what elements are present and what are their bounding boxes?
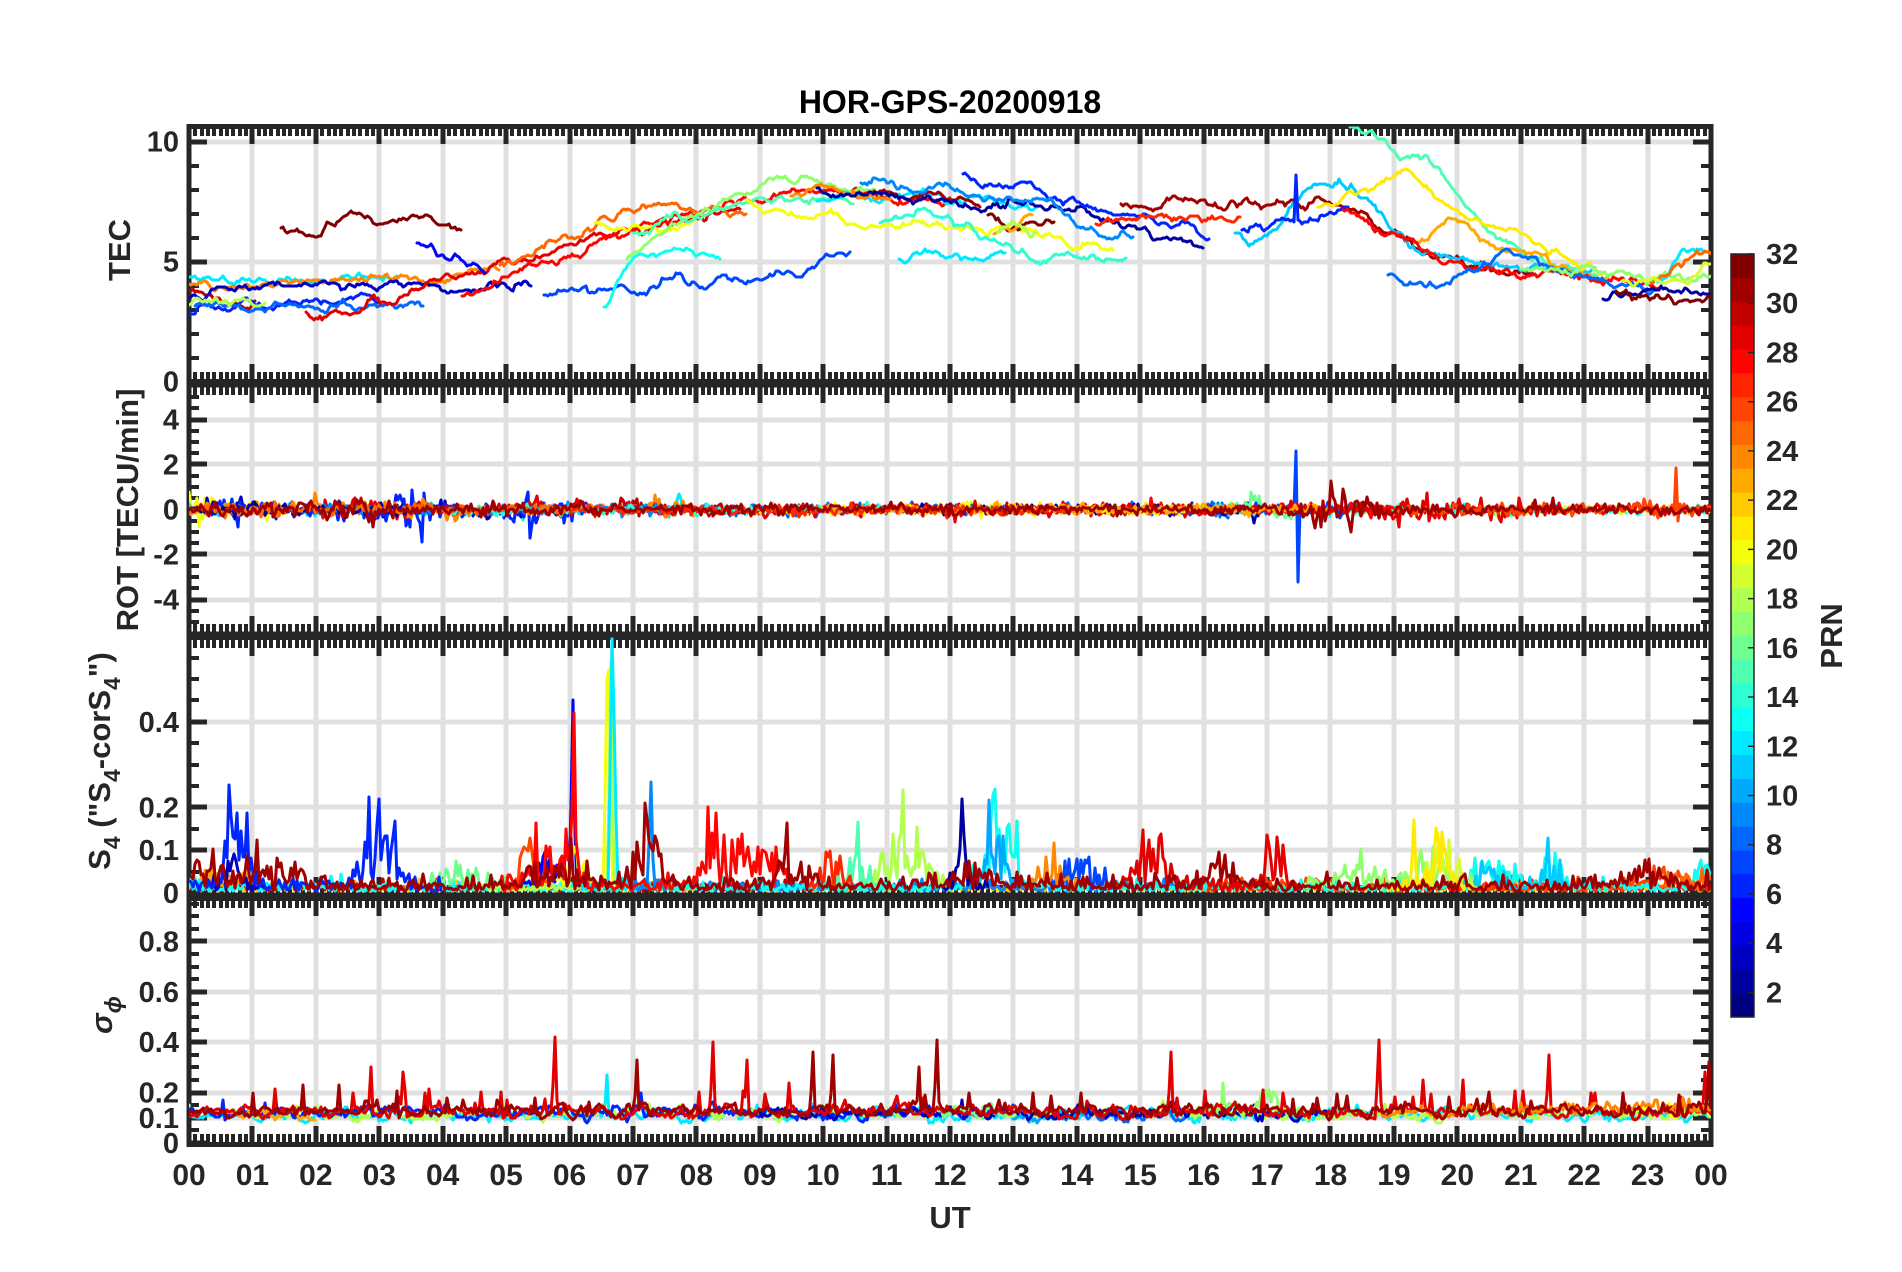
svg-text:4: 4 bbox=[1766, 928, 1782, 960]
svg-text:03: 03 bbox=[363, 1159, 396, 1192]
svg-text:19: 19 bbox=[1377, 1159, 1410, 1192]
svg-text:0: 0 bbox=[163, 367, 179, 399]
svg-text:09: 09 bbox=[743, 1159, 776, 1192]
svg-text:24: 24 bbox=[1766, 436, 1798, 468]
svg-text:2: 2 bbox=[163, 450, 179, 482]
svg-text:-4: -4 bbox=[153, 585, 179, 617]
svg-text:0.2: 0.2 bbox=[139, 792, 179, 824]
svg-text:14: 14 bbox=[1766, 682, 1798, 714]
svg-text:30: 30 bbox=[1766, 288, 1798, 320]
svg-text:TEC: TEC bbox=[102, 219, 137, 281]
svg-text:0.8: 0.8 bbox=[139, 926, 179, 958]
svg-text:18: 18 bbox=[1766, 584, 1798, 616]
svg-text:0: 0 bbox=[163, 1128, 179, 1160]
svg-text:00: 00 bbox=[1694, 1159, 1727, 1192]
svg-text:ROT [TECU/min]: ROT [TECU/min] bbox=[110, 389, 145, 632]
svg-text:PRN: PRN bbox=[1814, 603, 1849, 668]
svg-text:02: 02 bbox=[299, 1159, 332, 1192]
svg-text:20: 20 bbox=[1766, 534, 1798, 566]
svg-text:0.4: 0.4 bbox=[139, 1027, 179, 1059]
svg-text:-2: -2 bbox=[153, 540, 179, 572]
svg-text:13: 13 bbox=[997, 1159, 1030, 1192]
svg-text:23: 23 bbox=[1631, 1159, 1664, 1192]
svg-text:07: 07 bbox=[616, 1159, 649, 1192]
svg-text:21: 21 bbox=[1504, 1159, 1537, 1192]
svg-text:0.1: 0.1 bbox=[139, 835, 179, 867]
svg-text:12: 12 bbox=[1766, 731, 1798, 763]
svg-text:6: 6 bbox=[1766, 879, 1782, 911]
svg-text:0: 0 bbox=[163, 878, 179, 910]
svg-text:08: 08 bbox=[680, 1159, 713, 1192]
svg-text:20: 20 bbox=[1441, 1159, 1474, 1192]
svg-text:4: 4 bbox=[163, 405, 179, 437]
svg-text:22: 22 bbox=[1766, 485, 1798, 517]
svg-text:0.1: 0.1 bbox=[139, 1103, 179, 1135]
svg-text:10: 10 bbox=[1766, 780, 1798, 812]
svg-text:01: 01 bbox=[236, 1159, 269, 1192]
svg-text:28: 28 bbox=[1766, 337, 1798, 369]
svg-text:18: 18 bbox=[1314, 1159, 1347, 1192]
svg-text:14: 14 bbox=[1060, 1159, 1094, 1192]
svg-text:0.4: 0.4 bbox=[139, 707, 179, 739]
svg-text:0.6: 0.6 bbox=[139, 977, 179, 1009]
svg-text:2: 2 bbox=[1766, 977, 1782, 1009]
svg-text:00: 00 bbox=[172, 1159, 205, 1192]
svg-text:0.2: 0.2 bbox=[139, 1078, 179, 1110]
svg-text:26: 26 bbox=[1766, 387, 1798, 419]
svg-text:06: 06 bbox=[553, 1159, 586, 1192]
svg-text:10: 10 bbox=[147, 127, 179, 159]
svg-text:0: 0 bbox=[163, 495, 179, 527]
svg-text:04: 04 bbox=[426, 1159, 460, 1192]
svg-text:05: 05 bbox=[489, 1159, 522, 1192]
svg-text:17: 17 bbox=[1250, 1159, 1283, 1192]
svg-text:12: 12 bbox=[933, 1159, 966, 1192]
svg-text:UT: UT bbox=[929, 1200, 970, 1235]
svg-text:32: 32 bbox=[1766, 239, 1798, 271]
svg-text:10: 10 bbox=[806, 1159, 839, 1192]
svg-text:8: 8 bbox=[1766, 830, 1782, 862]
svg-text:15: 15 bbox=[1124, 1159, 1157, 1192]
svg-text:5: 5 bbox=[163, 247, 179, 279]
svg-text:16: 16 bbox=[1766, 633, 1798, 665]
svg-text:16: 16 bbox=[1187, 1159, 1220, 1192]
svg-text:22: 22 bbox=[1567, 1159, 1600, 1192]
svg-text:HOR-GPS-20200918: HOR-GPS-20200918 bbox=[799, 84, 1101, 120]
svg-text:11: 11 bbox=[871, 1159, 903, 1192]
